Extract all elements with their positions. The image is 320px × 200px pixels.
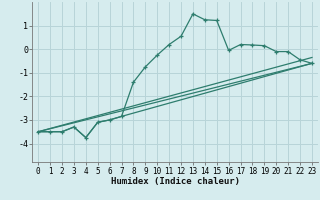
X-axis label: Humidex (Indice chaleur): Humidex (Indice chaleur) — [111, 177, 240, 186]
